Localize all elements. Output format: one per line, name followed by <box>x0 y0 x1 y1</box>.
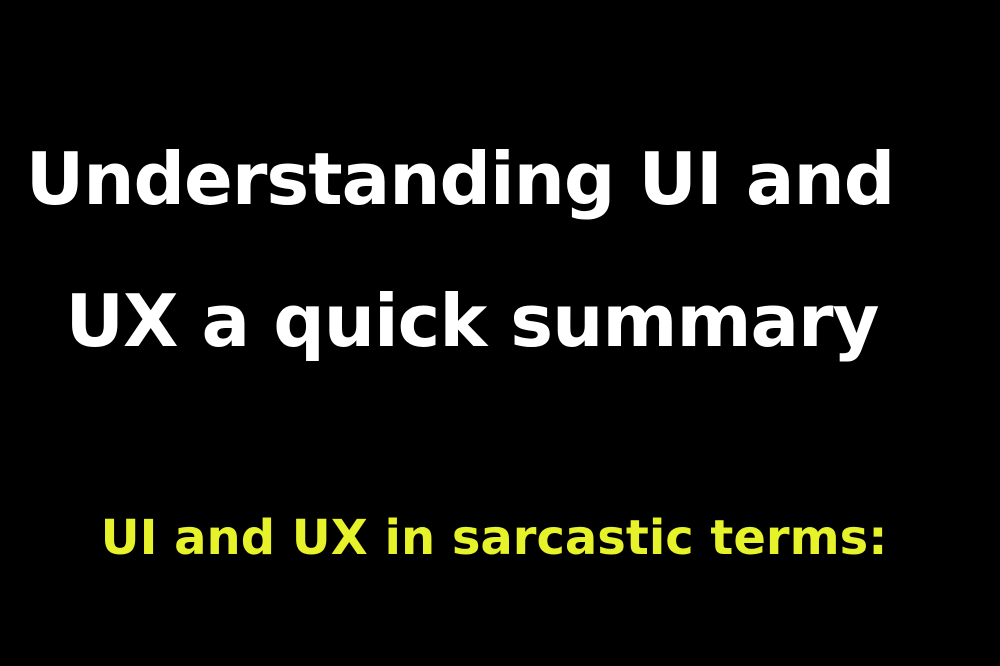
headline-line-1: Understanding UI and <box>25 137 896 221</box>
headline: Understanding UI and UX a quick summary <box>0 108 1000 392</box>
subheading: UI and UX in sarcastic terms: <box>100 510 888 566</box>
headline-line-2: UX a quick summary <box>65 279 880 363</box>
